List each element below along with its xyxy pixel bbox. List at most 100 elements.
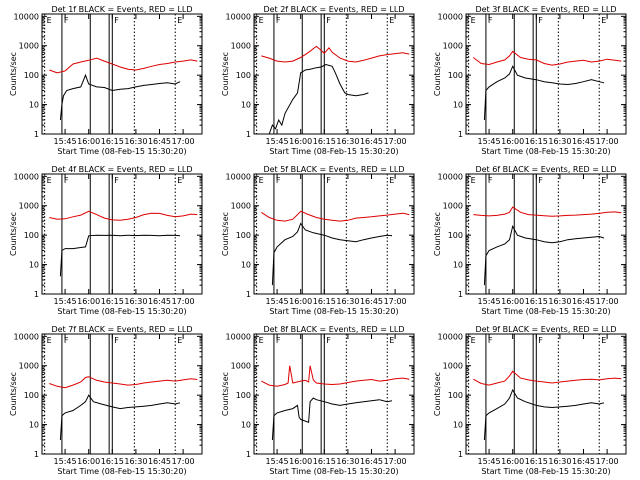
x-tick-label: 16:45: [148, 457, 171, 466]
x-tick-label: 15:45: [54, 457, 77, 466]
x-tick-label: 16:15: [101, 137, 124, 146]
x-tick-label: 16:45: [360, 137, 383, 146]
x-tick-label: 16:30: [548, 137, 571, 146]
lld-series-line: [473, 206, 622, 217]
x-tick-label: 16:15: [313, 297, 336, 306]
x-tick-label: 17:00: [596, 137, 619, 146]
lld-series-line: [261, 45, 410, 63]
plot-frame: [253, 333, 415, 455]
y-tick-label: 1000: [231, 42, 251, 51]
event-marker-label: F: [488, 176, 493, 185]
event-marker-label: E: [389, 336, 394, 345]
event-marker-label: F: [114, 16, 119, 25]
event-marker-label: F: [276, 176, 281, 185]
x-tick-label: 16:30: [124, 297, 147, 306]
y-axis-label: Counts/sec: [433, 372, 442, 416]
x-tick-label: 16:00: [501, 137, 524, 146]
event-marker-label: F: [64, 16, 69, 25]
x-axis-label: Start Time (08-Feb-15 15:30:20): [481, 467, 610, 476]
y-tick-label: 1: [458, 130, 463, 139]
x-tick-label: 17:00: [384, 297, 407, 306]
y-tick-label: 100: [448, 71, 463, 80]
y-tick-label: 1: [246, 450, 251, 459]
event-marker-label: F: [64, 336, 69, 345]
x-axis-label: Start Time (08-Feb-15 15:30:20): [57, 307, 186, 316]
detector-panel: Det 1f BLACK = Events, RED = LLD 1 10 100 10…: [9, 5, 203, 156]
y-axis-label: Counts/sec: [221, 212, 230, 256]
x-axis-label: Start Time (08-Feb-15 15:30:20): [269, 307, 398, 316]
x-tick-label: 17:00: [172, 297, 195, 306]
event-marker-label: F: [538, 336, 543, 345]
y-axis-label: Counts/sec: [433, 52, 442, 96]
x-tick-label: 16:15: [101, 297, 124, 306]
y-tick-label: 1: [246, 290, 251, 299]
x-tick-label: 15:45: [266, 297, 289, 306]
x-tick-label: 16:00: [77, 457, 100, 466]
x-axis-label: Start Time (08-Feb-15 15:30:20): [57, 147, 186, 156]
y-tick-label: 1000: [443, 362, 463, 371]
x-tick-label: 16:00: [289, 137, 312, 146]
y-tick-label: 1000: [443, 42, 463, 51]
y-tick-label: 1000: [231, 202, 251, 211]
y-tick-label: 10000: [226, 12, 251, 21]
y-tick-label: 10: [241, 261, 251, 270]
x-tick-label: 16:15: [313, 137, 336, 146]
y-tick-label: 100: [24, 71, 39, 80]
y-tick-label: 10: [453, 101, 463, 110]
event-marker-label: E: [47, 176, 52, 185]
events-series-line: [483, 224, 605, 286]
events-series-line: [59, 234, 181, 277]
y-tick-label: 100: [448, 391, 463, 400]
y-tick-label: 100: [236, 231, 251, 240]
y-tick-label: 100: [24, 391, 39, 400]
x-tick-label: 16:45: [148, 137, 171, 146]
event-marker-label: E: [471, 336, 476, 345]
y-tick-label: 10: [29, 421, 39, 430]
x-tick-label: 15:45: [478, 137, 501, 146]
panel-title: Det 2f BLACK = Events, RED = LLD: [263, 5, 404, 14]
events-series-line: [483, 65, 605, 121]
y-tick-label: 10: [453, 261, 463, 270]
plot-frame: [41, 333, 203, 455]
detector-panel: Det 6f BLACK = Events, RED = LLD 1 10 100 10…: [433, 165, 627, 316]
event-marker-label: F: [276, 16, 281, 25]
event-marker-label: E: [177, 16, 182, 25]
y-tick-label: 10: [453, 421, 463, 430]
event-marker-label: F: [488, 336, 493, 345]
y-tick-label: 100: [236, 391, 251, 400]
x-tick-label: 16:45: [572, 137, 595, 146]
lld-series-line: [261, 210, 410, 222]
x-tick-label: 16:00: [501, 297, 524, 306]
x-tick-label: 16:00: [289, 457, 312, 466]
x-axis-label: Start Time (08-Feb-15 15:30:20): [269, 147, 398, 156]
y-tick-label: 10000: [14, 12, 39, 21]
detector-panel: Det 9f BLACK = Events, RED = LLD 1 10 100 10…: [433, 325, 627, 476]
plot-frame: [41, 173, 203, 295]
y-tick-label: 1: [458, 290, 463, 299]
event-marker-label: E: [47, 336, 52, 345]
event-marker-label: F: [64, 176, 69, 185]
x-axis-label: Start Time (08-Feb-15 15:30:20): [269, 467, 398, 476]
y-axis-label: Counts/sec: [9, 372, 18, 416]
event-marker-label: E: [259, 176, 264, 185]
x-tick-label: 16:30: [336, 457, 359, 466]
y-tick-label: 10000: [438, 332, 463, 341]
x-tick-label: 16:15: [525, 137, 548, 146]
y-axis-label: Counts/sec: [221, 372, 230, 416]
events-series-line: [59, 73, 181, 121]
x-tick-label: 15:45: [478, 457, 501, 466]
x-tick-label: 16:15: [313, 457, 336, 466]
event-marker-label: E: [177, 336, 182, 345]
y-tick-label: 1: [34, 450, 39, 459]
event-marker-label: E: [601, 16, 606, 25]
lld-series-line: [473, 370, 622, 386]
x-tick-label: 16:30: [336, 297, 359, 306]
x-tick-label: 15:45: [266, 137, 289, 146]
detector-panel: Det 7f BLACK = Events, RED = LLD 1 10 100 10…: [9, 325, 203, 476]
x-tick-label: 16:00: [77, 297, 100, 306]
y-tick-label: 100: [236, 71, 251, 80]
plot-frame: [465, 13, 627, 135]
x-tick-label: 16:00: [501, 457, 524, 466]
event-marker-label: F: [538, 16, 543, 25]
